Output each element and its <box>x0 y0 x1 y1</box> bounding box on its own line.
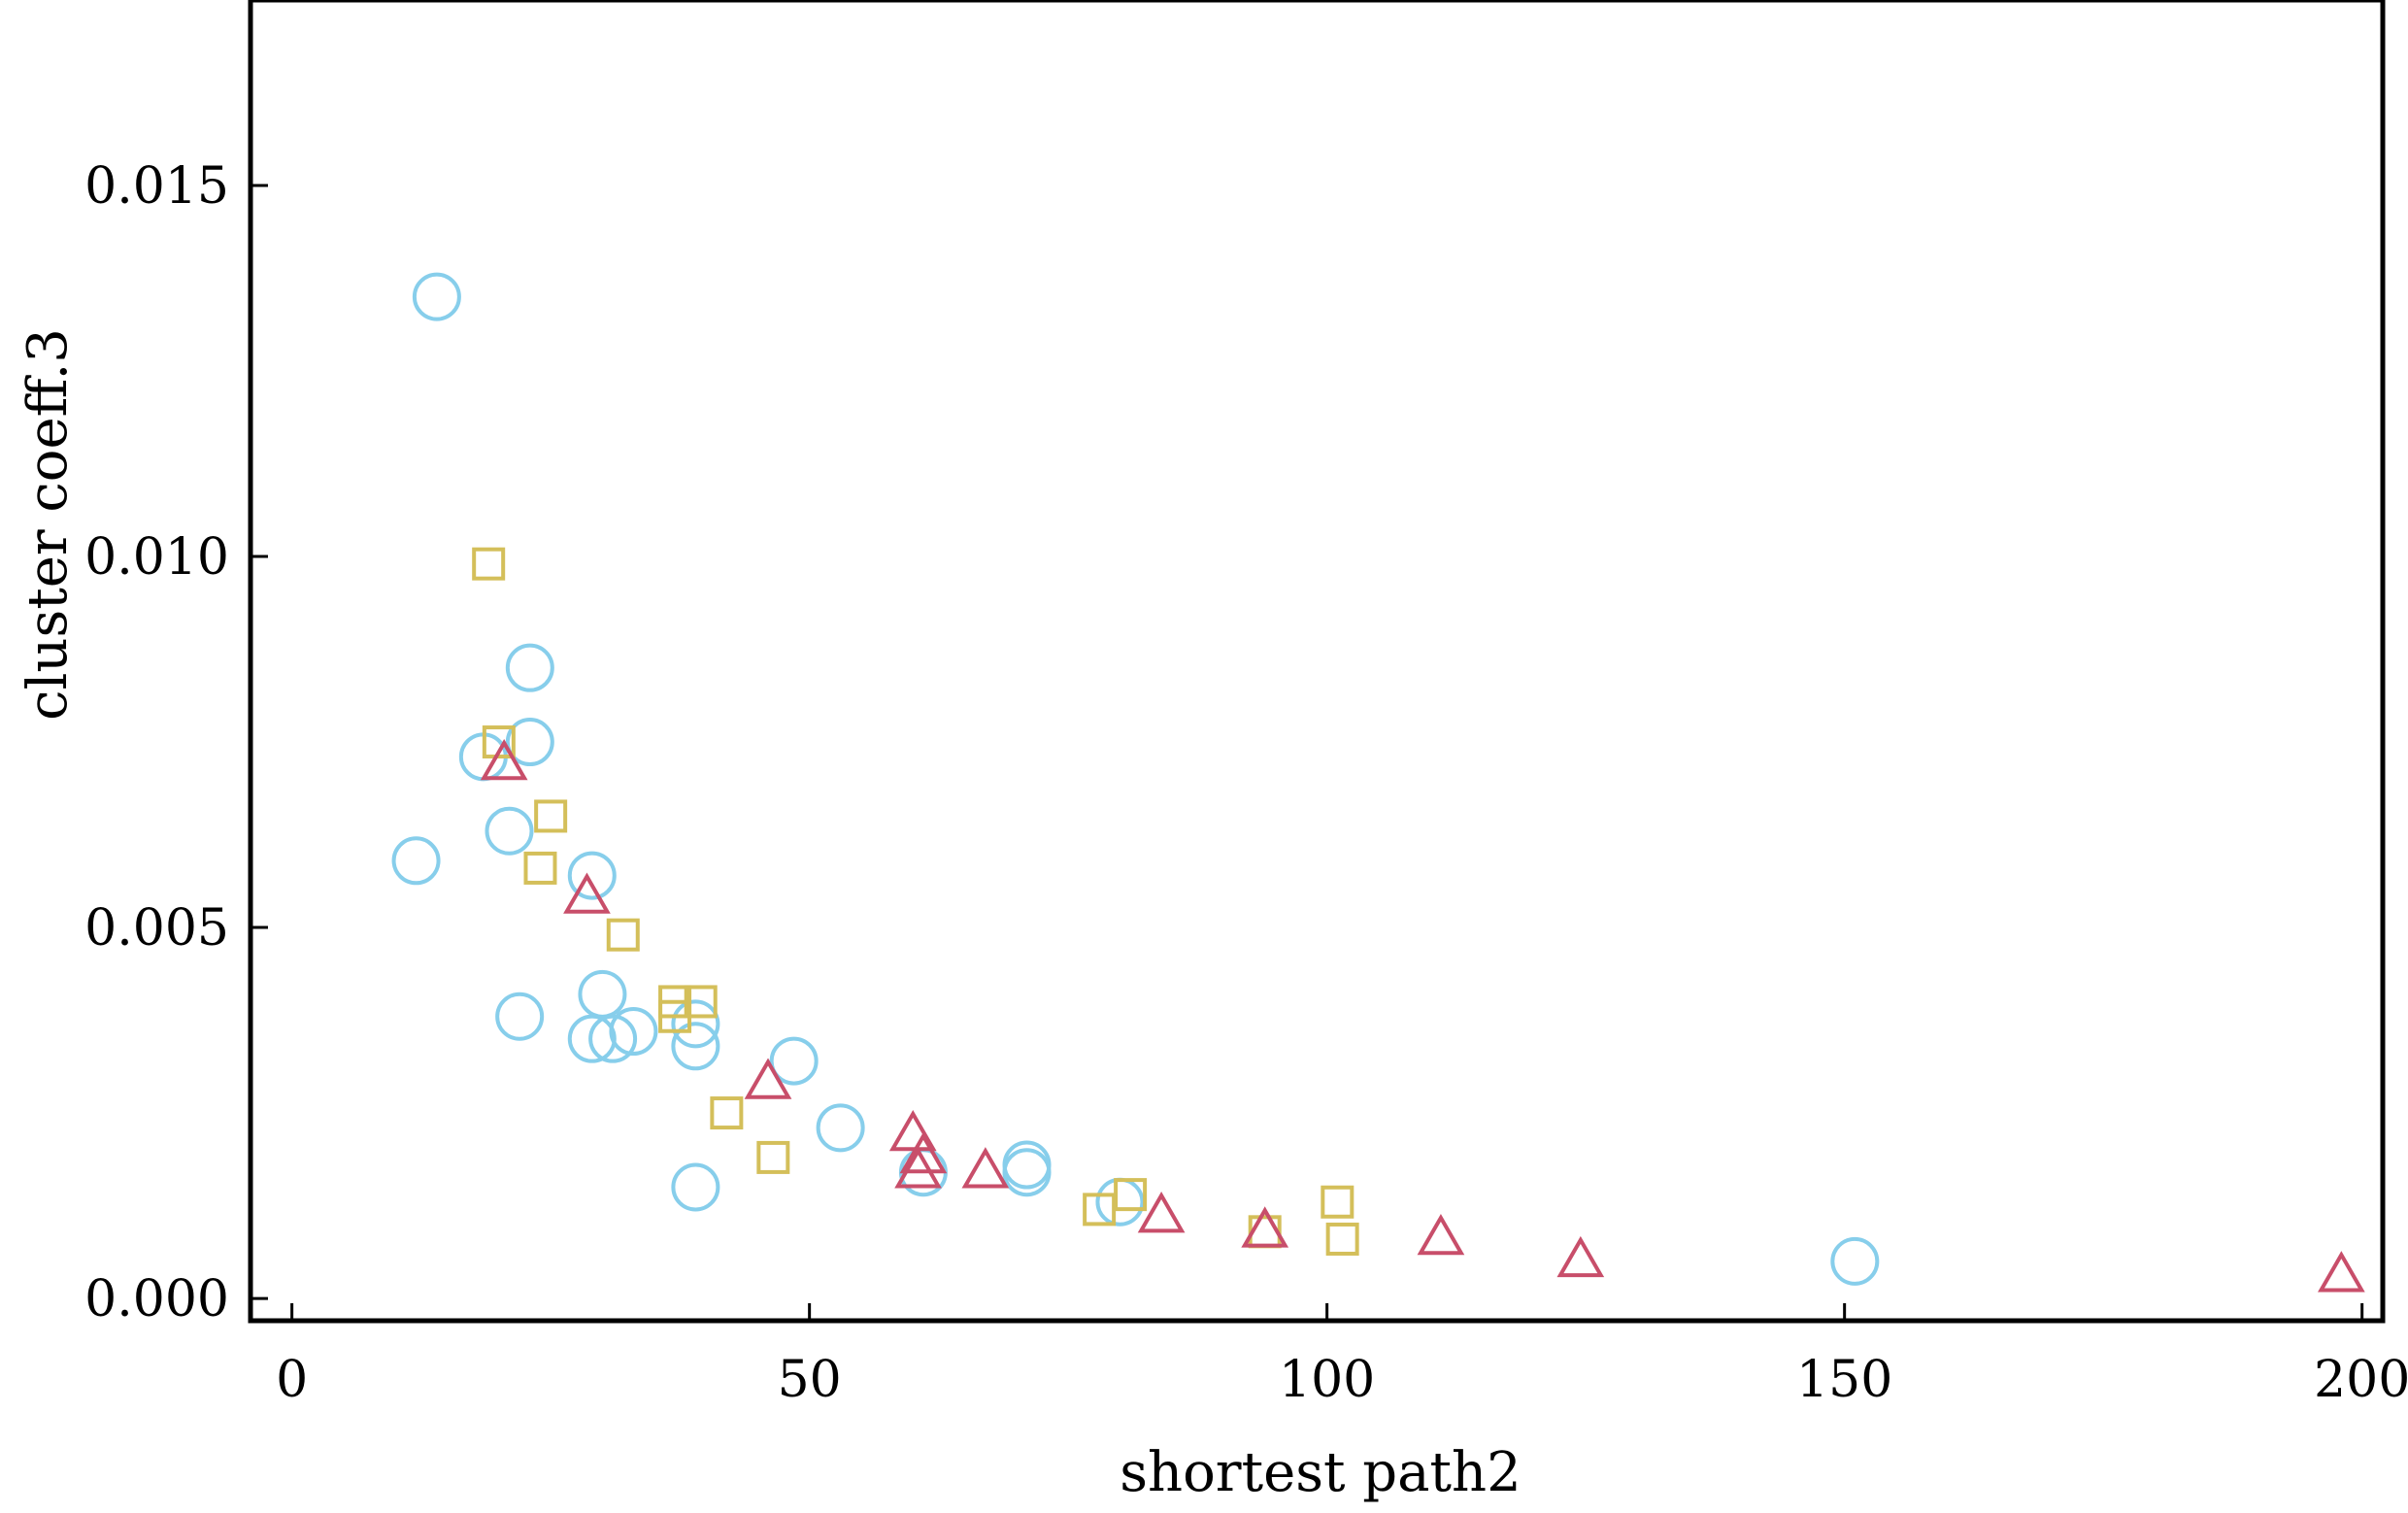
circle-point <box>567 851 617 900</box>
circle-point <box>412 272 461 321</box>
x-axis-title: shortest path2 <box>1120 1441 1521 1504</box>
triangle-point <box>1417 1213 1465 1256</box>
circle-point <box>1830 1236 1880 1286</box>
plot-frame <box>248 0 2386 1324</box>
circle-point <box>671 1162 720 1212</box>
circle-point <box>1002 1148 1052 1197</box>
square-point <box>1325 1222 1359 1256</box>
circle-point <box>671 1022 720 1071</box>
square-point <box>534 799 568 833</box>
data-points <box>391 272 2365 1293</box>
circle-point <box>495 992 545 1041</box>
y-tick-label: 0.000 <box>84 1270 229 1328</box>
triangle-point <box>563 872 611 914</box>
x-tick-label: 0 <box>276 1351 308 1409</box>
triangle-point <box>888 1109 937 1152</box>
square-point <box>710 1096 744 1130</box>
circle-point <box>391 836 441 886</box>
circle-point <box>769 1036 819 1086</box>
square-point <box>523 851 557 885</box>
series-triangle <box>480 738 2365 1293</box>
circle-point <box>1095 1177 1145 1227</box>
circle-point <box>505 643 554 692</box>
triangle-point <box>961 1147 1010 1189</box>
triangle-point <box>1137 1192 1186 1233</box>
square-point <box>472 547 506 581</box>
square-point <box>606 918 640 952</box>
triangle-point <box>744 1058 792 1099</box>
circle-point <box>588 1014 638 1063</box>
square-point <box>756 1140 790 1174</box>
triangle-point <box>2317 1251 2365 1293</box>
axis-ticks <box>251 184 2364 1321</box>
y-tick-label: 0.015 <box>84 157 229 216</box>
circle-point <box>578 969 627 1019</box>
square-point <box>1114 1178 1148 1212</box>
square-point <box>684 985 718 1019</box>
y-axis-title: cluster coeff.3 <box>17 328 80 721</box>
series-circle <box>391 272 1880 1286</box>
x-tick-label: 50 <box>778 1351 842 1409</box>
y-tick-label: 0.010 <box>84 528 229 587</box>
x-tick-label: 100 <box>1279 1351 1375 1409</box>
circle-point <box>609 1007 658 1057</box>
series-square <box>472 547 1359 1256</box>
triangle-point <box>1241 1206 1289 1248</box>
x-tick-label: 150 <box>1796 1351 1892 1409</box>
triangle-point <box>1556 1235 1605 1278</box>
y-tick-label: 0.005 <box>84 899 229 958</box>
square-point <box>482 725 516 759</box>
circle-point <box>671 999 720 1049</box>
x-tick-label: 200 <box>2314 1351 2408 1409</box>
triangle-point <box>899 1131 948 1174</box>
triangle-point <box>894 1147 942 1189</box>
square-point <box>1321 1185 1354 1219</box>
axis-tick-labels: 0 50 100 150 200 0.000 0.005 0.010 0.015 <box>84 157 2408 1409</box>
circle-point <box>816 1103 865 1153</box>
triangle-point <box>480 738 528 781</box>
circle-point <box>485 806 534 856</box>
circle-point <box>505 718 554 767</box>
